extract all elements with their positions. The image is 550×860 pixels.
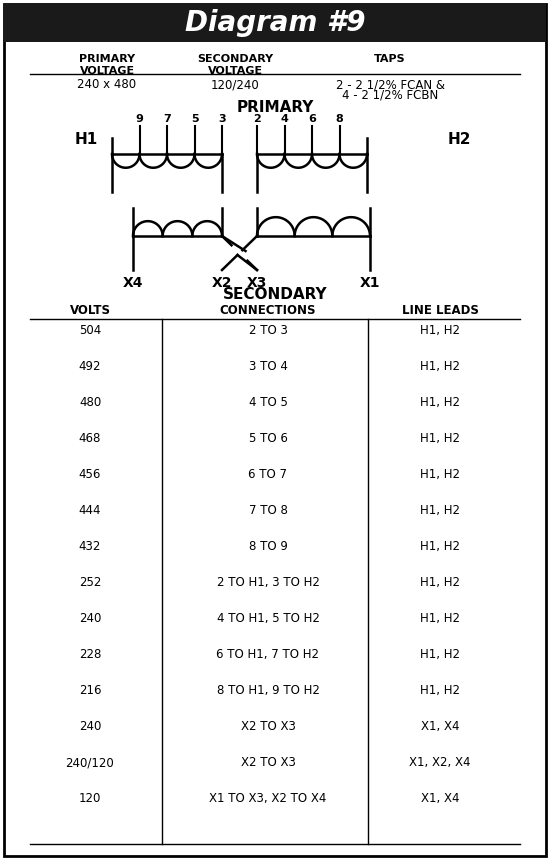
- Text: H1, H2: H1, H2: [420, 648, 460, 661]
- Text: LINE LEADS: LINE LEADS: [402, 304, 478, 317]
- Text: TAPS: TAPS: [374, 54, 406, 64]
- Text: X1 TO X3, X2 TO X4: X1 TO X3, X2 TO X4: [210, 792, 327, 805]
- Text: 216: 216: [79, 684, 101, 697]
- Text: H1, H2: H1, H2: [420, 396, 460, 409]
- Text: 240/120: 240/120: [65, 756, 114, 769]
- Text: 480: 480: [79, 396, 101, 409]
- Text: 432: 432: [79, 540, 101, 553]
- Text: 468: 468: [79, 432, 101, 445]
- Text: PRIMARY
VOLTAGE: PRIMARY VOLTAGE: [79, 54, 135, 76]
- Text: CONNECTIONS: CONNECTIONS: [220, 304, 316, 317]
- Text: 6 TO 7: 6 TO 7: [249, 468, 288, 481]
- Text: H1: H1: [75, 132, 98, 148]
- Text: H1, H2: H1, H2: [420, 432, 460, 445]
- Text: 9: 9: [135, 114, 144, 124]
- Text: 228: 228: [79, 648, 101, 661]
- Text: H1, H2: H1, H2: [420, 468, 460, 481]
- Text: X4: X4: [123, 276, 143, 290]
- Text: H1, H2: H1, H2: [420, 576, 460, 589]
- Text: 6 TO H1, 7 TO H2: 6 TO H1, 7 TO H2: [217, 648, 320, 661]
- Text: 8 TO H1, 9 TO H2: 8 TO H1, 9 TO H2: [217, 684, 320, 697]
- Text: H1, H2: H1, H2: [420, 684, 460, 697]
- Text: 5: 5: [191, 114, 199, 124]
- Text: X1, X4: X1, X4: [421, 792, 459, 805]
- Text: 2 - 2 1/2% FCAN &: 2 - 2 1/2% FCAN &: [336, 78, 444, 91]
- Text: H1, H2: H1, H2: [420, 540, 460, 553]
- Text: X1, X2, X4: X1, X2, X4: [409, 756, 471, 769]
- Text: VOLTS: VOLTS: [69, 304, 111, 317]
- Text: 504: 504: [79, 324, 101, 337]
- Text: 2 TO 3: 2 TO 3: [249, 324, 288, 337]
- Text: H1, H2: H1, H2: [420, 324, 460, 337]
- Text: PRIMARY: PRIMARY: [236, 100, 314, 115]
- Text: 5 TO 6: 5 TO 6: [249, 432, 288, 445]
- Text: 492: 492: [79, 360, 101, 373]
- Text: H1, H2: H1, H2: [420, 612, 460, 625]
- Text: 120/240: 120/240: [211, 78, 260, 91]
- Text: 8 TO 9: 8 TO 9: [249, 540, 288, 553]
- Text: 4 TO 5: 4 TO 5: [249, 396, 288, 409]
- Bar: [4, 4, 546, 42]
- Text: 4 - 2 1/2% FCBN: 4 - 2 1/2% FCBN: [342, 89, 438, 102]
- Text: H1, H2: H1, H2: [420, 504, 460, 517]
- Text: 7 TO 8: 7 TO 8: [249, 504, 288, 517]
- Text: H1, H2: H1, H2: [420, 360, 460, 373]
- Text: H2: H2: [448, 132, 471, 148]
- Text: 252: 252: [79, 576, 101, 589]
- Text: 2 TO H1, 3 TO H2: 2 TO H1, 3 TO H2: [217, 576, 320, 589]
- Text: SECONDARY
VOLTAGE: SECONDARY VOLTAGE: [197, 54, 273, 76]
- Text: Diagram #9: Diagram #9: [185, 9, 365, 37]
- Text: X1: X1: [360, 276, 380, 290]
- Text: 240: 240: [79, 612, 101, 625]
- Text: 120: 120: [79, 792, 101, 805]
- Text: 240 x 480: 240 x 480: [78, 78, 136, 91]
- Text: 3: 3: [218, 114, 226, 124]
- Text: 456: 456: [79, 468, 101, 481]
- Text: 3 TO 4: 3 TO 4: [249, 360, 288, 373]
- Text: 4: 4: [280, 114, 288, 124]
- Text: X2 TO X3: X2 TO X3: [240, 756, 295, 769]
- Text: 240: 240: [79, 720, 101, 733]
- Text: 8: 8: [336, 114, 343, 124]
- Text: 2: 2: [253, 114, 261, 124]
- Text: 444: 444: [79, 504, 101, 517]
- Text: X2: X2: [212, 276, 232, 290]
- Text: 6: 6: [308, 114, 316, 124]
- Text: SECONDARY: SECONDARY: [223, 287, 327, 302]
- Text: X1, X4: X1, X4: [421, 720, 459, 733]
- Text: 7: 7: [163, 114, 171, 124]
- Text: 4 TO H1, 5 TO H2: 4 TO H1, 5 TO H2: [217, 612, 320, 625]
- Text: X2 TO X3: X2 TO X3: [240, 720, 295, 733]
- Text: X3: X3: [247, 276, 267, 290]
